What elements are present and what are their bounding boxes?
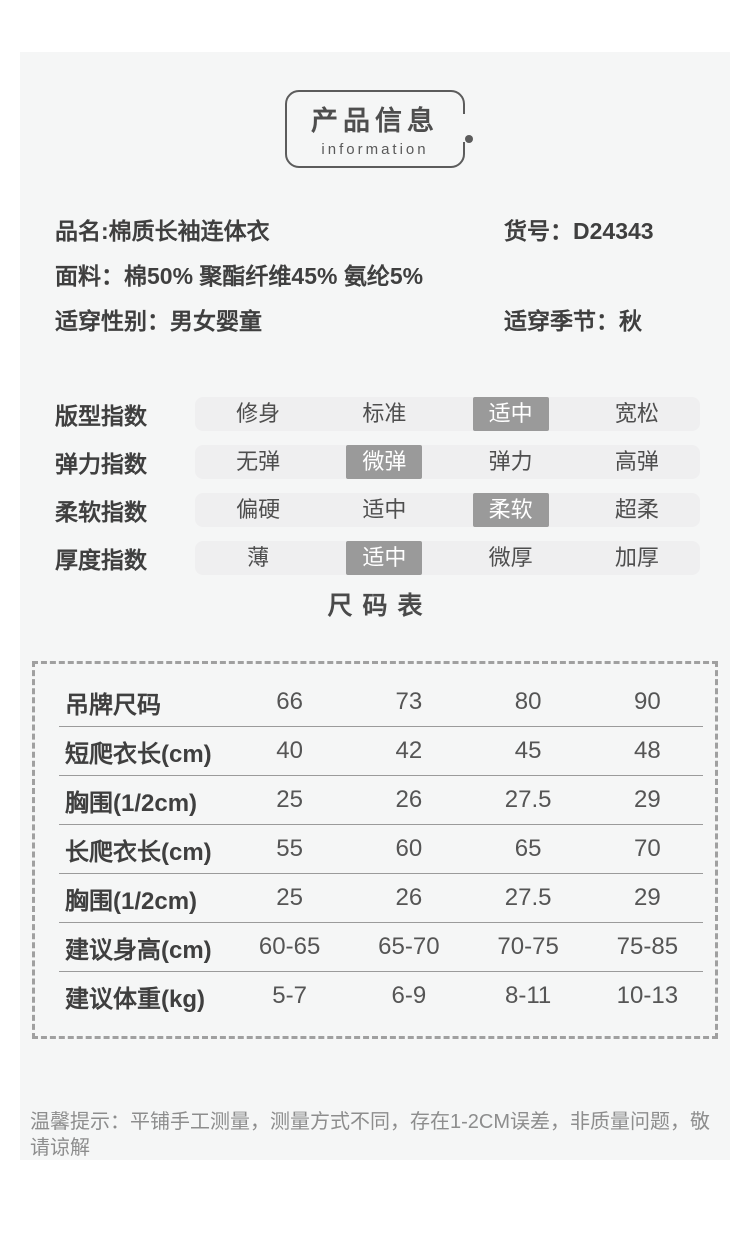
product-info-panel: 产品信息 information 品名:棉质长袖连体衣 货号：D24343 面料… — [20, 52, 730, 1160]
index-option: 宽松 — [614, 401, 659, 426]
index-option: 修身 — [236, 401, 281, 426]
index-option-bar: 修身 标准 适中 宽松 — [195, 397, 700, 431]
measurement-tip: 温馨提示：平铺手工测量，测量方式不同，存在1-2CM误差，非质量问题，敬请谅解 — [30, 1111, 711, 1159]
product-info-badge: 产品信息 information — [285, 90, 473, 168]
index-option: 微弹 — [321, 445, 447, 479]
info-row-gender-season: 适穿性别：男女婴童 适穿季节：秋 — [55, 308, 700, 335]
index-option: 高弹 — [614, 449, 659, 474]
info-row-fabric: 面料：棉50% 聚酯纤维45% 氨纶5% — [55, 263, 700, 290]
row-divider — [59, 726, 703, 727]
row-divider — [59, 873, 703, 874]
index-row-softness: 柔软指数 偏硬 适中 柔软 超柔 — [55, 493, 700, 527]
index-option: 弹力 — [488, 449, 533, 474]
row-divider — [59, 922, 703, 923]
index-option-bar: 偏硬 适中 柔软 超柔 — [195, 493, 700, 527]
index-row-elasticity: 弹力指数 无弹 微弹 弹力 高弹 — [55, 445, 700, 479]
row-divider — [59, 824, 703, 825]
product-name: 品名:棉质长袖连体衣 — [55, 218, 270, 244]
product-season: 适穿季节：秋 — [504, 308, 642, 334]
index-label: 厚度指数 — [55, 547, 147, 573]
index-option: 微厚 — [488, 545, 533, 570]
table-row: 建议体重(kg) 5-7 6-9 8-11 10-13 — [65, 982, 679, 1013]
index-option: 适中 — [321, 541, 447, 575]
table-row: 短爬衣长(cm) 40 42 45 48 — [65, 737, 661, 768]
index-option: 柔软 — [448, 493, 574, 527]
table-row: 建议身高(cm) 60-65 65-70 70-75 75-85 — [65, 933, 679, 964]
badge-container: 产品信息 information — [20, 52, 730, 168]
table-row: 胸围(1/2cm) 25 26 27.5 29 — [65, 786, 661, 817]
index-option: 无弹 — [236, 449, 281, 474]
index-label: 柔软指数 — [55, 499, 147, 525]
index-option: 标准 — [362, 401, 407, 426]
size-chart-table: 吊牌尺码 66 73 80 90 短爬衣长(cm) 40 42 45 48 胸围… — [32, 661, 718, 1039]
badge-border-gap — [461, 114, 467, 143]
index-label: 弹力指数 — [55, 451, 147, 477]
product-gender: 适穿性别：男女婴童 — [55, 308, 262, 334]
table-row: 长爬衣长(cm) 55 60 65 70 — [65, 835, 661, 866]
index-option-bar: 无弹 微弹 弹力 高弹 — [195, 445, 700, 479]
product-fabric: 面料：棉50% 聚酯纤维45% 氨纶5% — [55, 263, 424, 289]
index-option: 薄 — [247, 545, 270, 570]
index-row-thickness: 厚度指数 薄 适中 微厚 加厚 — [55, 541, 700, 575]
info-row-name: 品名:棉质长袖连体衣 货号：D24343 — [55, 218, 700, 245]
product-item-no: 货号：D24343 — [504, 218, 654, 244]
index-label: 版型指数 — [55, 403, 147, 429]
index-row-fit: 版型指数 修身 标准 适中 宽松 — [55, 397, 700, 431]
index-option: 适中 — [362, 497, 407, 522]
index-option: 超柔 — [614, 497, 659, 522]
badge-dot-icon — [465, 134, 473, 143]
row-divider — [59, 971, 703, 972]
table-row: 胸围(1/2cm) 25 26 27.5 29 — [65, 884, 661, 915]
index-option: 偏硬 — [236, 497, 281, 522]
index-option: 适中 — [448, 397, 574, 431]
badge-subtitle: information — [321, 141, 429, 158]
size-chart-title: 尺码表 — [327, 592, 433, 620]
badge-title: 产品信息 — [311, 106, 439, 136]
product-info-section: 品名:棉质长袖连体衣 货号：D24343 面料：棉50% 聚酯纤维45% 氨纶5… — [20, 218, 730, 335]
index-option: 加厚 — [614, 545, 659, 570]
index-section: 版型指数 修身 标准 适中 宽松 弹力指数 无弹 微弹 弹力 高弹 柔软指数 偏… — [20, 397, 730, 575]
row-divider — [59, 775, 703, 776]
index-option-bar: 薄 适中 微厚 加厚 — [195, 541, 700, 575]
table-row: 吊牌尺码 66 73 80 90 — [65, 688, 661, 719]
